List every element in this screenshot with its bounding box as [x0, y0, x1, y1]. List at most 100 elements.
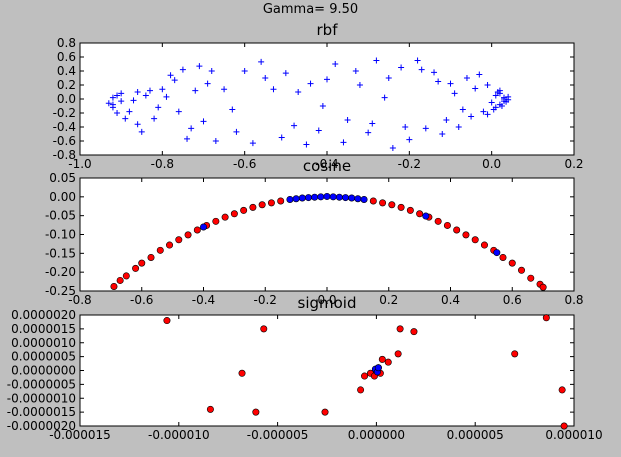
rbf-series-0-point — [175, 108, 182, 115]
cosine-series-1-point — [335, 193, 343, 201]
rbf-series-0-point — [307, 80, 314, 87]
rbf-series-0-point — [295, 89, 302, 95]
rbf-series-0-point — [498, 103, 505, 109]
rbf-y-tick-label: 0.6 — [57, 50, 76, 64]
cosine-series-0-point — [406, 206, 414, 214]
cosine-series-0-point — [443, 221, 451, 229]
cosine-y-tick-label: -0.20 — [45, 265, 76, 279]
cosine-series-1-point — [286, 195, 294, 203]
sigmoid-y-tick-label: 0.0000005 — [11, 350, 76, 364]
rbf-series-0-point — [114, 92, 121, 99]
rbf-series-0-point — [262, 75, 269, 81]
rbf-series-0-point — [431, 69, 438, 76]
rbf-x-tick-label: -0.6 — [233, 157, 256, 171]
cosine-series-0-point — [249, 203, 257, 211]
rbf-series-0-point — [204, 80, 211, 87]
rbf-y-tick-label: -0.4 — [53, 120, 76, 134]
rbf-x-tick-label: -0.8 — [151, 157, 174, 171]
cosine-series-0-point — [184, 231, 192, 239]
rbf-series-0-point — [208, 68, 215, 74]
rbf-x-tick-label: 0.0 — [482, 157, 501, 171]
cosine-series-0-point — [480, 241, 488, 249]
rbf-series-0-point — [134, 89, 141, 95]
rbf-y-tick-label: 0.0 — [57, 92, 76, 106]
cosine-series-0-point — [379, 199, 387, 207]
rbf-series-0-point — [138, 128, 145, 135]
cosine-series-1-point — [360, 195, 368, 203]
sigmoid-series-0-point — [238, 369, 246, 377]
sigmoid-y-tick-label: 0.0000020 — [11, 308, 76, 322]
rbf-series-0-point — [389, 145, 396, 151]
rbf-series-0-point — [221, 86, 228, 93]
rbf-series-0-point — [468, 113, 475, 120]
sigmoid-y-tick-label: 0.0000000 — [11, 364, 76, 378]
cosine-x-tick-label: 0.4 — [441, 293, 460, 307]
rbf-x-tick-label: 0.2 — [564, 157, 583, 171]
cosine-x-tick-label: -0.6 — [130, 293, 153, 307]
cosine-x-tick-label: -0.2 — [254, 293, 277, 307]
sigmoid-series-0-point — [384, 358, 392, 366]
rbf-series-0-point — [484, 82, 491, 88]
rbf-series-0-point — [344, 117, 351, 123]
cosine-series-0-point — [240, 206, 248, 214]
rbf-series-0-point — [443, 117, 450, 123]
cosine-series-0-point — [221, 213, 229, 221]
rbf-series-0-point — [258, 58, 265, 65]
sigmoid-x-tick-label: -0.000015 — [49, 428, 111, 442]
sigmoid-x-tick-label: 0.000000 — [348, 428, 405, 442]
sigmoid-series-1-point — [374, 364, 382, 372]
rbf-series-0-point — [356, 82, 363, 88]
rbf-series-0-point — [505, 93, 512, 100]
rbf-series-0-point — [196, 63, 203, 70]
rbf-series-0-point — [167, 72, 174, 79]
cosine-series-1-point — [493, 249, 501, 257]
rbf-series-0-point — [134, 121, 141, 128]
rbf-series-0-point — [109, 101, 116, 108]
cosine-series-1-point — [200, 223, 208, 231]
sigmoid-series-0-point — [542, 314, 550, 322]
sigmoid-plot-area — [79, 314, 575, 427]
cosine-x-tick-label: 0.6 — [503, 293, 522, 307]
sigmoid-series-0-point — [560, 422, 568, 430]
rbf-series-0-point — [282, 70, 289, 77]
rbf-series-0-point — [163, 93, 170, 100]
sigmoid-y-tick-label: 0.0000010 — [11, 336, 76, 350]
rbf-series-0-point — [480, 108, 487, 115]
rbf-series-0-point — [229, 106, 236, 113]
sigmoid-series-0-point — [394, 350, 402, 358]
rbf-y-tick-label: 0.2 — [57, 78, 76, 92]
rbf-y-tick-label: -0.6 — [53, 134, 76, 148]
cosine-x-tick-label: 0.0 — [317, 293, 336, 307]
rbf-series-0-point — [402, 124, 409, 130]
sigmoid-series-0-point — [378, 355, 386, 363]
rbf-series-0-point — [381, 94, 388, 101]
rbf-series-0-point — [369, 120, 376, 127]
rbf-plot-area — [79, 42, 575, 156]
sigmoid-y-tick-label: -0.0000015 — [7, 405, 76, 419]
rbf-series-0-point — [200, 118, 207, 125]
cosine-series-0-point — [166, 241, 174, 249]
cosine-series-1-point — [342, 194, 350, 202]
cosine-x-tick-label: 0.8 — [564, 293, 583, 307]
rbf-chart-title: rbf — [316, 21, 338, 39]
rbf-series-0-point — [365, 129, 372, 136]
rbf-series-0-point — [484, 111, 491, 118]
cosine-y-tick-label: -0.15 — [45, 246, 76, 260]
sigmoid-x-tick-label: 0.000005 — [447, 428, 504, 442]
cosine-series-0-point — [462, 231, 470, 239]
cosine-x-tick-label: 0.2 — [379, 293, 398, 307]
cosine-y-tick-label: -0.25 — [45, 284, 76, 298]
rbf-series-0-point — [503, 98, 510, 105]
sigmoid-series-0-point — [361, 372, 369, 380]
cosine-y-tick-label: 0.00 — [49, 190, 76, 204]
cosine-x-tick-label: -0.8 — [68, 293, 91, 307]
rbf-series-0-point — [385, 75, 392, 81]
sigmoid-series-0-point — [410, 328, 418, 336]
rbf-series-0-point — [455, 124, 462, 130]
cosine-series-0-point — [397, 203, 405, 211]
rbf-series-0-point — [319, 103, 326, 109]
rbf-series-0-point — [459, 106, 466, 113]
rbf-series-0-point — [142, 92, 149, 99]
rbf-series-0-point — [494, 89, 501, 95]
